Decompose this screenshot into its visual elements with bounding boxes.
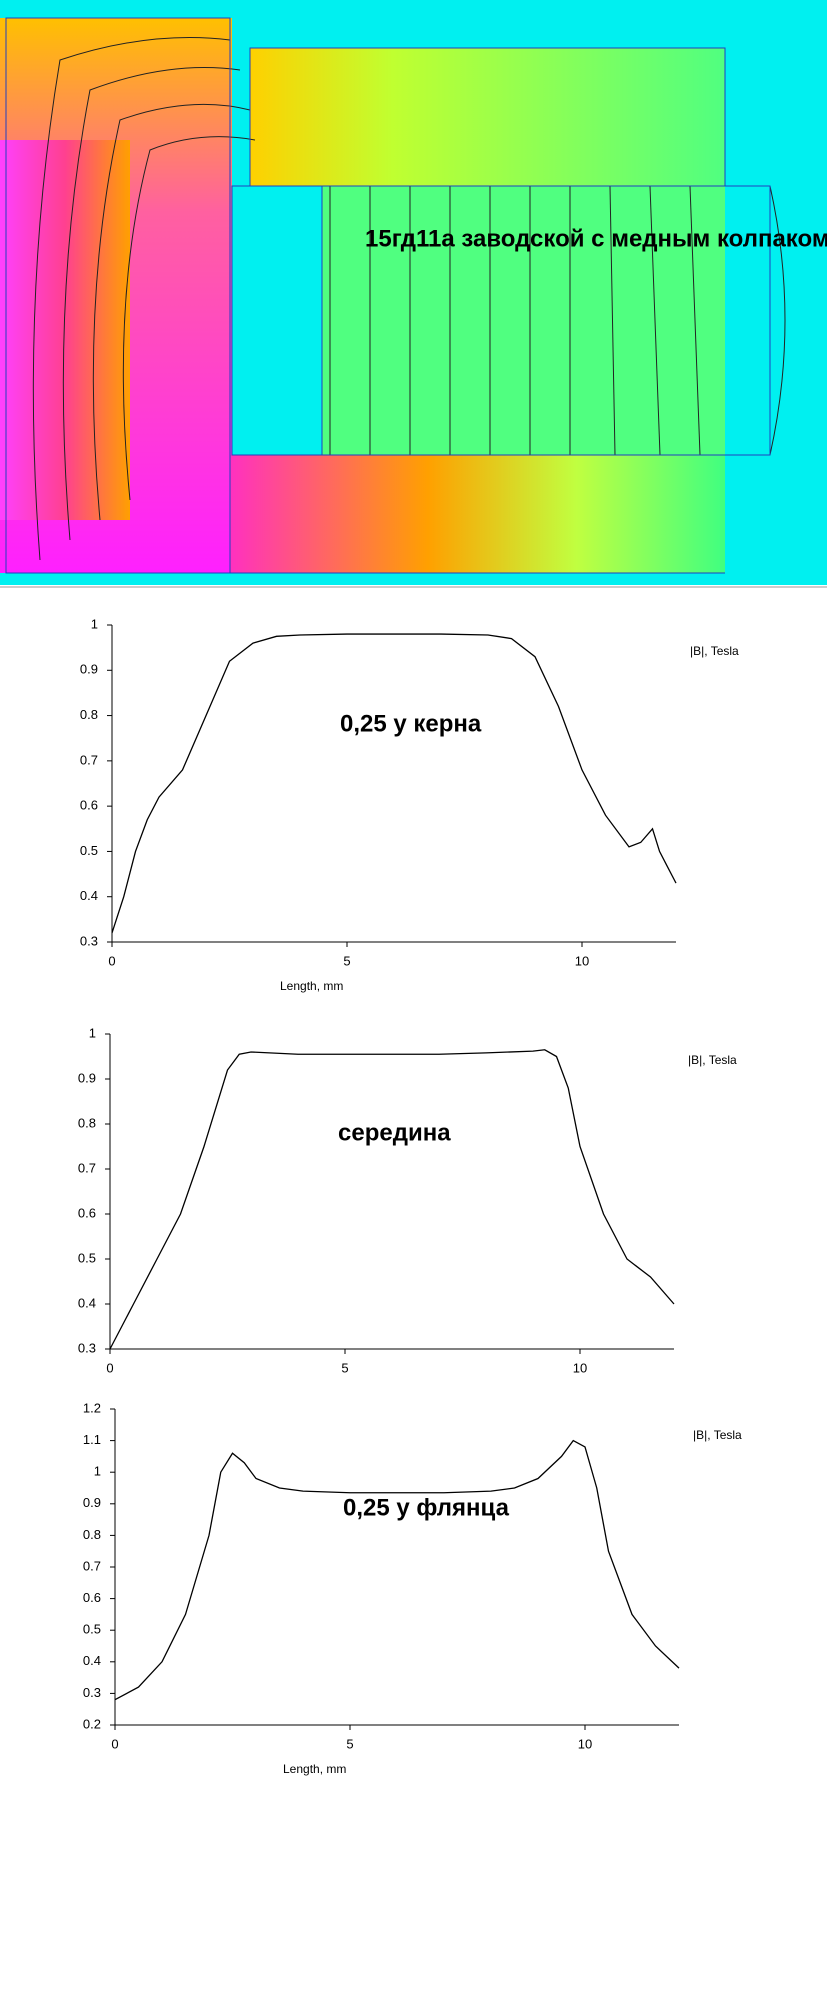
y-tick-label: 0.9 <box>78 1070 96 1085</box>
x-tick-label: 10 <box>575 953 589 968</box>
y-tick-label: 0.5 <box>83 1622 101 1637</box>
y-tick-label: 0.4 <box>78 1295 96 1310</box>
y-tick-label: 0.9 <box>83 1495 101 1510</box>
y-tick-label: 0.3 <box>78 1340 96 1355</box>
flux-lines <box>32 37 786 561</box>
y-tick-label: 0.6 <box>78 1205 96 1220</box>
y-tick-label: 1 <box>94 1464 101 1479</box>
y-tick-label: 0.2 <box>83 1716 101 1731</box>
y-tick-label: 0.3 <box>80 933 98 948</box>
y-tick-label: 0.8 <box>80 707 98 722</box>
y-tick-label: 0.5 <box>80 843 98 858</box>
x-tick-label: 5 <box>346 1736 353 1751</box>
field-map: 15гд11а заводской с медным колпаком 0,2м… <box>0 0 827 588</box>
x-tick-label: 5 <box>343 953 350 968</box>
y-axis-label: |B|, Tesla <box>690 644 739 658</box>
x-tick-label: 0 <box>111 1736 118 1751</box>
field-label: 15гд11а заводской с медным колпаком 0,2м… <box>365 225 827 252</box>
y-tick-label: 0.8 <box>78 1115 96 1130</box>
data-line <box>114 1439 680 1701</box>
y-tick-label: 1 <box>89 1025 96 1040</box>
y-tick-label: 0.3 <box>83 1685 101 1700</box>
y-tick-label: 0.9 <box>80 662 98 677</box>
x-tick-label: 0 <box>106 1360 113 1375</box>
y-tick-label: 0.7 <box>83 1558 101 1573</box>
y-tick-label: 1.2 <box>83 1400 101 1415</box>
x-tick-label: 5 <box>341 1360 348 1375</box>
x-axis-label: Length, mm <box>283 1762 346 1776</box>
annotation: 0,25 у флянца <box>343 1494 510 1521</box>
bottom-plate <box>230 455 725 573</box>
y-axis-label: |B|, Tesla <box>693 1428 742 1442</box>
y-tick-label: 0.7 <box>78 1160 96 1175</box>
y-tick-label: 0.4 <box>80 888 98 903</box>
y-axis-label: |B|, Tesla <box>688 1053 737 1067</box>
top-plate <box>250 48 725 186</box>
annotation: середина <box>338 1119 451 1146</box>
y-tick-label: 0.5 <box>78 1250 96 1265</box>
y-tick-label: 0.8 <box>83 1527 101 1542</box>
y-tick-label: 1 <box>91 616 98 631</box>
annotation: 0,25 у керна <box>340 710 482 737</box>
y-tick-label: 0.6 <box>83 1590 101 1605</box>
x-tick-label: 10 <box>573 1360 587 1375</box>
x-tick-label: 0 <box>108 953 115 968</box>
y-tick-label: 1.1 <box>83 1432 101 1447</box>
x-tick-label: 10 <box>578 1736 592 1751</box>
geometry-outline <box>5 17 771 574</box>
data-line <box>109 1049 675 1350</box>
y-tick-label: 0.6 <box>80 798 98 813</box>
y-tick-label: 0.4 <box>83 1653 101 1668</box>
x-axis-label: Length, mm <box>280 979 343 993</box>
data-line <box>111 633 677 934</box>
air-region <box>232 186 322 455</box>
y-tick-label: 0.7 <box>80 752 98 767</box>
